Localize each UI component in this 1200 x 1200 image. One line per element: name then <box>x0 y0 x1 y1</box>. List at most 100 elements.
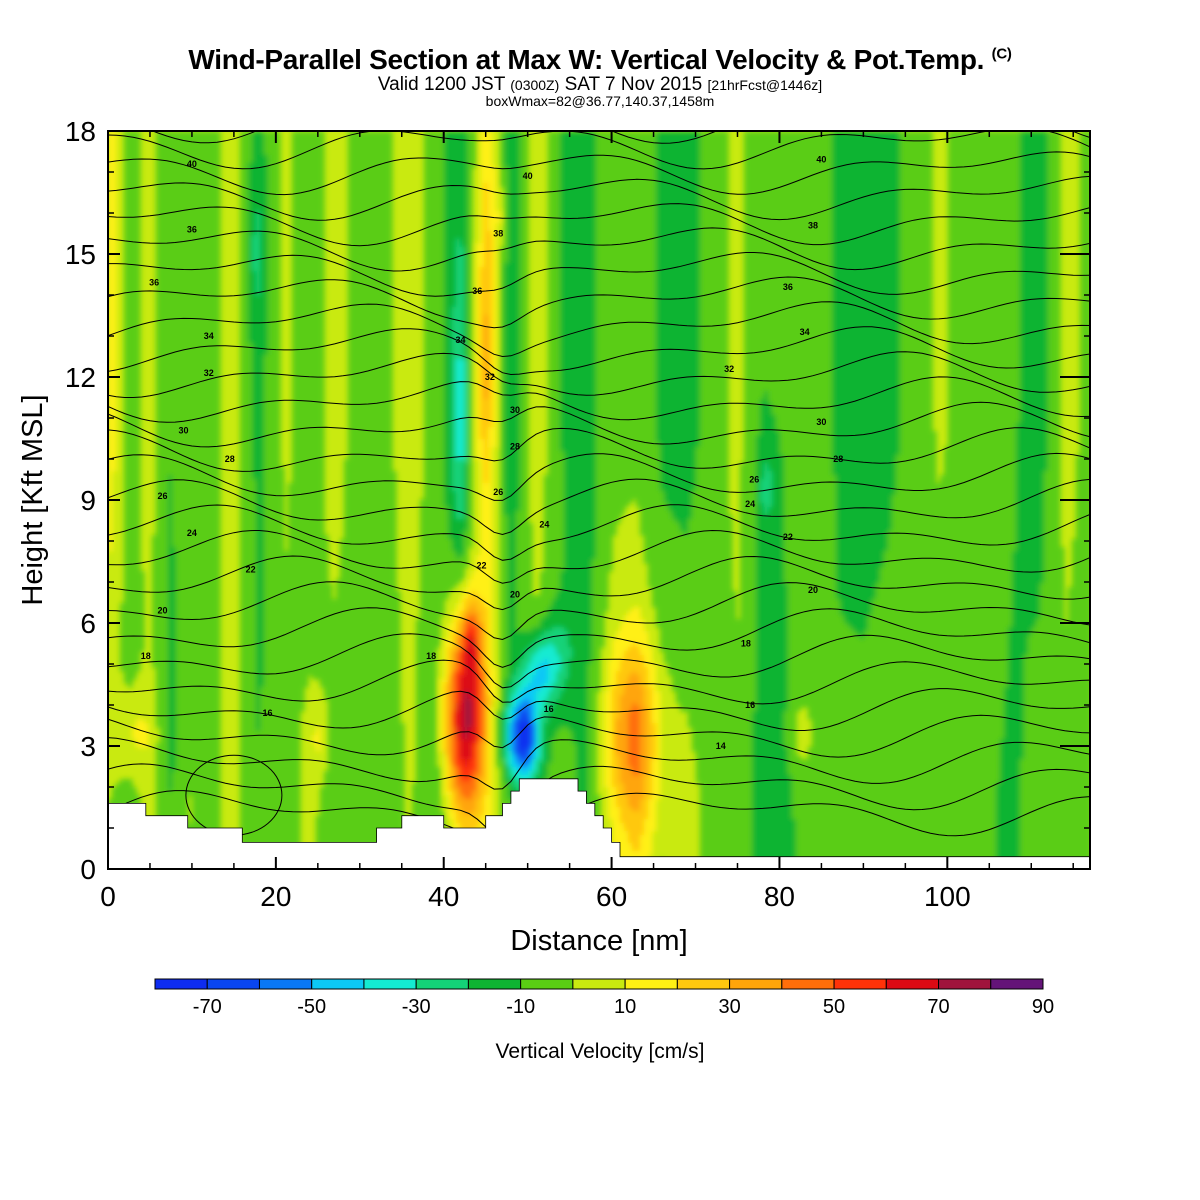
x-tick-label: 60 <box>596 881 627 912</box>
theta-contour-label: 32 <box>204 368 214 378</box>
velocity-field <box>108 131 1090 869</box>
theta-contour-label: 30 <box>179 425 189 435</box>
theta-contour-label: 36 <box>149 278 159 288</box>
theta-contour-label: 40 <box>816 155 826 165</box>
theta-contour-label: 22 <box>476 561 486 571</box>
theta-contour <box>108 633 1090 689</box>
theta-contour <box>108 252 1090 297</box>
chart-title-text: Wind-Parallel Section at Max W: Vertical… <box>188 44 984 75</box>
theta-contour <box>108 763 1090 835</box>
theta-contour-label: 22 <box>246 565 256 575</box>
colorbar-swatch <box>781 978 835 990</box>
theta-contour-labels: 40 36 36 34 32 30 28 26 24 22 20 18 16 40 38 36 34 32 30 28… <box>141 155 843 751</box>
theta-contour-label: 26 <box>158 491 168 501</box>
theta-contour <box>108 790 1090 869</box>
theta-contour <box>108 276 1090 329</box>
x-tick-label: 40 <box>428 881 459 912</box>
theta-contour-label: 34 <box>204 331 214 341</box>
colorbar-swatch <box>676 978 731 990</box>
colorbar-tick-label: 30 <box>718 996 740 1018</box>
colorbar-tick-label: -30 <box>402 996 431 1018</box>
theta-contour <box>108 478 1090 536</box>
theta-contour-label: 28 <box>510 442 520 452</box>
colorbar-swatch <box>311 978 365 990</box>
theta-contour <box>108 504 1090 561</box>
chart-valid-line: Valid 1200 JST (0300Z) SAT 7 Nov 2015 [2… <box>0 74 1200 96</box>
theta-contour <box>108 714 1090 758</box>
x-axis-label: Distance [nm] <box>510 925 687 957</box>
colorbar-tick-label: -10 <box>506 996 535 1018</box>
colorbar-tick-label: 90 <box>1032 996 1054 1018</box>
theta-contour-label: 28 <box>225 454 235 464</box>
y-tick-label: 6 <box>80 608 96 639</box>
chart-box-info: boxWmax=82@36.77,140.37,1458m <box>0 93 1200 109</box>
theta-contour <box>108 301 1090 358</box>
theta-contour-label: 18 <box>741 639 751 649</box>
colorbar-swatch <box>990 978 1044 990</box>
theta-contour <box>108 555 1090 611</box>
x-tick-label: 20 <box>260 881 291 912</box>
colorbar-tick-label: 70 <box>927 996 949 1018</box>
y-tick-label: 18 <box>65 116 96 147</box>
theta-contour-label: 22 <box>783 532 793 542</box>
theta-contour-label: 16 <box>745 700 755 710</box>
colorbar-swatch <box>520 978 574 990</box>
theta-contour-label: 38 <box>493 229 503 239</box>
colorbar-tick-label: 50 <box>823 996 845 1018</box>
chart-title: Wind-Parallel Section at Max W: Vertical… <box>0 44 1200 76</box>
theta-contour-label: 20 <box>158 606 168 616</box>
theta-contour <box>108 131 1090 170</box>
valid-time: Valid 1200 JST <box>378 74 505 95</box>
theta-contour-label: 34 <box>800 327 810 337</box>
colorbar-swatch <box>206 978 260 990</box>
valid-date: SAT 7 Nov 2015 <box>565 74 703 95</box>
theta-contour-label: 36 <box>187 224 197 234</box>
x-axis: 0 20 40 60 80 100 <box>100 131 1074 912</box>
theta-contour-label: 18 <box>141 651 151 661</box>
y-tick-label: 0 <box>80 854 96 885</box>
colorbar-label: Vertical Velocity [cm/s] <box>496 1040 705 1063</box>
theta-contour-label: 40 <box>187 159 197 169</box>
theta-contours <box>108 131 1090 869</box>
theta-contour-label: 32 <box>724 364 734 374</box>
theta-contour <box>108 326 1090 376</box>
colorbar-tick-label: -70 <box>193 996 222 1018</box>
chart-title-tag: (C) <box>992 46 1012 63</box>
theta-contour-label: 34 <box>456 335 466 345</box>
theta-contour-label: 30 <box>816 417 826 427</box>
theta-contour-label: 32 <box>485 372 495 382</box>
theta-contour <box>108 737 1090 790</box>
theta-contour-label: 36 <box>783 282 793 292</box>
theta-contour <box>108 351 1090 398</box>
theta-contour-label: 38 <box>808 220 818 230</box>
theta-contour-label: 24 <box>745 499 755 509</box>
theta-contour-label: 16 <box>262 708 272 718</box>
forecast-info: [21hrFcst@1446z] <box>708 77 823 93</box>
theta-contour <box>108 452 1090 501</box>
x-tick-label: 80 <box>764 881 795 912</box>
theta-contour-label: 16 <box>544 704 554 714</box>
theta-contour <box>108 227 1090 272</box>
y-tick-label: 12 <box>65 362 96 393</box>
colorbar-swatch <box>572 978 626 990</box>
y-tick-label: 3 <box>80 731 96 762</box>
valid-utc: (0300Z) <box>510 77 559 93</box>
theta-contour-label: 26 <box>749 475 759 485</box>
theta-contour <box>108 688 1090 731</box>
colorbar-swatch <box>415 978 469 990</box>
colorbar-tick-label: -50 <box>297 996 326 1018</box>
plot-area: 40 36 36 34 32 30 28 26 24 22 20 18 16 40 38 36 34 32 30 28… <box>108 131 1090 869</box>
y-tick-label: 15 <box>65 239 96 270</box>
theta-contour <box>108 203 1090 247</box>
theta-contour-label: 18 <box>426 651 436 661</box>
theta-contour-label: 20 <box>510 589 520 599</box>
colorbar-swatch <box>624 978 678 990</box>
y-axis-label: Height [Kft MSL] <box>17 394 49 605</box>
x-tick-label: 0 <box>100 881 116 912</box>
colorbar-swatch <box>258 978 313 990</box>
y-tick-label: 9 <box>80 485 96 516</box>
theta-contour-label: 14 <box>716 741 726 751</box>
theta-contour <box>108 607 1090 668</box>
